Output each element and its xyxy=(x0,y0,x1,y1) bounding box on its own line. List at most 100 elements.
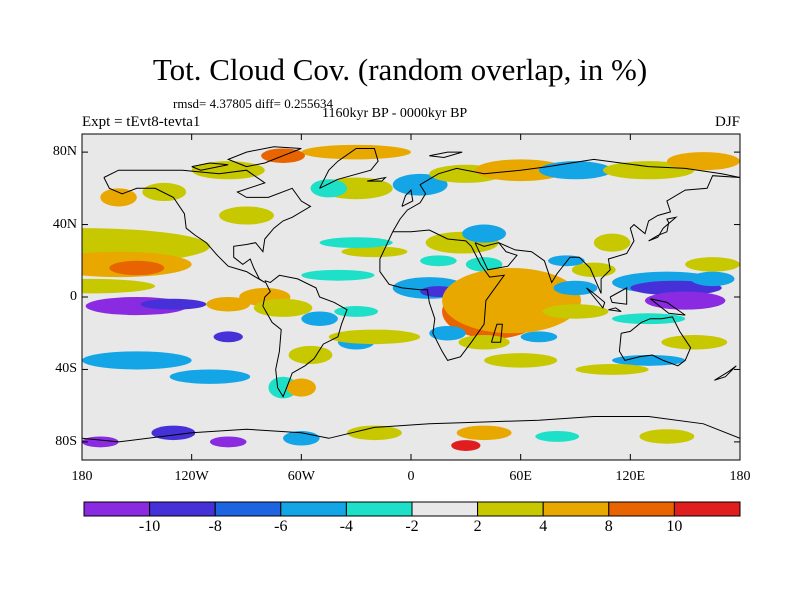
anomaly-region xyxy=(575,364,649,375)
anomaly-region xyxy=(310,179,348,198)
anomaly-regions xyxy=(82,144,740,451)
anomaly-region xyxy=(286,378,316,397)
anomaly-region xyxy=(140,298,207,310)
anomaly-region xyxy=(142,182,187,202)
colorbar-label: 4 xyxy=(539,518,548,535)
anomaly-region xyxy=(100,188,137,207)
chart-title: Tot. Cloud Cov. (random overlap, in %) xyxy=(152,52,648,87)
coastline xyxy=(319,148,379,189)
anomaly-region xyxy=(451,440,481,451)
coastline xyxy=(714,365,737,381)
colorbar-label: -8 xyxy=(208,518,222,535)
anomaly-region xyxy=(319,237,393,249)
coastline xyxy=(474,242,518,271)
lon-tick-label: 180 xyxy=(729,469,751,484)
anomaly-region xyxy=(169,369,251,384)
anomaly-region xyxy=(666,152,740,171)
anomaly-region xyxy=(553,280,598,296)
coastline xyxy=(392,158,740,233)
colorbar-swatch xyxy=(214,501,282,517)
colorbar-swatch xyxy=(673,501,741,517)
colorbar-label: -10 xyxy=(138,518,161,535)
lon-tick-label: 180 xyxy=(71,469,93,484)
period-label: 1160kyr BP - 0000kyr BP xyxy=(322,106,468,121)
colorbar-label: -4 xyxy=(339,518,354,535)
coastline xyxy=(379,229,506,361)
anomaly-region xyxy=(334,306,379,317)
anomaly-region xyxy=(347,425,402,441)
colorbar-label: -2 xyxy=(405,518,419,535)
anomaly-region xyxy=(253,298,313,317)
lat-tick-label: 40S xyxy=(55,361,77,377)
anomaly-region xyxy=(612,313,686,325)
colorbar-swatch xyxy=(411,501,479,517)
anomaly-region xyxy=(82,278,156,294)
colorbar-swatch xyxy=(542,501,610,517)
anomaly-region xyxy=(341,246,408,258)
lon-tick-label: 120W xyxy=(174,469,209,484)
anomaly-region xyxy=(612,354,686,366)
coastline xyxy=(608,307,622,312)
anomaly-region xyxy=(219,206,274,225)
coastline xyxy=(103,169,312,283)
coastline xyxy=(609,287,628,305)
anomaly-region xyxy=(420,255,457,267)
anomaly-region xyxy=(548,255,585,267)
coastline xyxy=(648,216,678,242)
anomaly-region xyxy=(593,233,631,252)
lat-tick-label: 40N xyxy=(52,216,77,232)
anomaly-region xyxy=(465,257,503,272)
anomaly-region xyxy=(213,331,243,343)
lon-tick-label: 60E xyxy=(509,469,532,484)
lon-tick-label: 120E xyxy=(615,469,646,484)
colorbar-label: 8 xyxy=(604,518,613,535)
coastline xyxy=(367,176,387,182)
coastline xyxy=(401,189,414,207)
coastline xyxy=(650,298,686,316)
colorbar-swatch xyxy=(83,501,151,517)
colorbar-label: -6 xyxy=(274,518,288,535)
colorbar-label: 10 xyxy=(666,518,683,535)
anomaly-region xyxy=(542,304,609,319)
colorbar-swatch xyxy=(608,501,675,517)
coastline xyxy=(429,151,463,159)
anomaly-region xyxy=(538,161,613,180)
axis-ticks xyxy=(81,134,741,460)
anomaly-region xyxy=(109,260,165,276)
colorbar-swatch xyxy=(280,501,347,517)
anomaly-region xyxy=(462,224,507,243)
anomaly-region xyxy=(209,436,247,448)
coastline xyxy=(586,287,606,309)
anomaly-region xyxy=(639,429,695,444)
anomaly-region xyxy=(571,262,616,278)
colorbar-swatch xyxy=(345,501,413,517)
anomaly-region xyxy=(82,351,192,370)
colorbar-swatch xyxy=(477,501,544,517)
anomaly-region xyxy=(328,329,421,345)
anomaly-region xyxy=(661,335,728,350)
anomaly-region xyxy=(520,331,558,343)
season-label: DJF xyxy=(714,114,740,130)
coastline xyxy=(498,175,740,294)
anomaly-region xyxy=(429,325,466,341)
coastline xyxy=(618,316,692,367)
lat-tick-label: 80N xyxy=(52,144,77,160)
coastline xyxy=(262,274,348,398)
anomaly-region xyxy=(484,353,558,368)
anomaly-region xyxy=(301,311,338,326)
colorbar-swatch xyxy=(149,501,216,517)
coastline xyxy=(191,162,229,171)
lat-tick-label: 0 xyxy=(70,289,77,304)
anomaly-region xyxy=(690,271,735,287)
stats-line: rmsd= 4.37805 diff= 0.255634 xyxy=(173,96,333,111)
anomaly-region xyxy=(301,269,375,281)
anomaly-region xyxy=(301,144,411,160)
lat-tick-label: 80S xyxy=(55,433,77,449)
coastline xyxy=(82,416,740,443)
anomaly-region xyxy=(288,345,333,365)
experiment-label: Expt = tEvt8-tevta1 xyxy=(82,114,201,130)
anomaly-region xyxy=(456,425,512,441)
anomaly-region xyxy=(442,268,581,334)
colorbar-label: 2 xyxy=(473,518,482,535)
